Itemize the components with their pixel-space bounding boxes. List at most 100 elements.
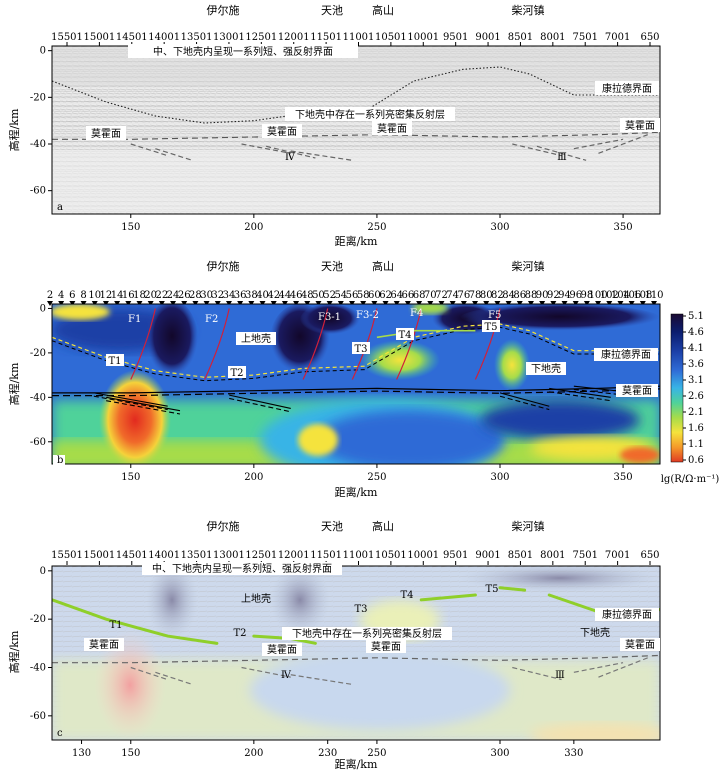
place-label: 柴河镇 [512, 519, 545, 533]
label-box [526, 362, 566, 375]
cdp-label: 7001 [605, 32, 630, 43]
reflector-line [52, 598, 219, 645]
annotation-moho: 莫霍面 [625, 120, 655, 132]
reflector-segment [229, 394, 291, 409]
station-label: 64 [390, 290, 403, 301]
station-label: 26 [178, 290, 191, 301]
fault-line [474, 308, 501, 380]
label-box [84, 638, 124, 651]
roman-numeral-iv: Ⅳ [281, 670, 292, 681]
reflector-label: T1 [108, 356, 121, 367]
annotation-top-note: 中、下地壳内呈现一系列短、强反射界面 [153, 45, 333, 58]
cdp-tick-labels-a: 15501 15001 14501 14001 13501 13001 12501 12001… [51, 32, 660, 46]
station-label: 80 [480, 290, 493, 301]
station-label: 76 [457, 290, 470, 301]
label-box [262, 643, 302, 656]
reflector-segment [512, 143, 562, 157]
cdp-label: 14001 [148, 550, 180, 561]
colorbar-tick-label: 4.6 [688, 327, 704, 338]
cdp-label: 10001 [407, 550, 439, 561]
reflector-label: T3 [354, 604, 367, 615]
place-label: 天池 [321, 260, 343, 273]
place-label: 伊尔施 [207, 4, 240, 17]
panel-tag-b: b [57, 455, 63, 466]
reflector-segment [241, 143, 291, 154]
station-label: 18 [133, 290, 146, 301]
x-tick-label: 300 [490, 222, 509, 233]
cdp-label: 8501 [508, 550, 533, 561]
place-label: 天池 [321, 4, 343, 17]
station-label: 100 [589, 290, 608, 301]
y-tick-label: -40 [30, 392, 46, 403]
y-axis-b: 0 -20 -40 -60 [30, 303, 52, 448]
y-tick-label: -20 [30, 348, 46, 359]
x-tick-label: 350 [614, 222, 633, 233]
reflector-label: T4 [400, 590, 413, 601]
station-label: 16 [122, 290, 135, 301]
annotation-moho: 莫霍面 [377, 123, 407, 135]
cdp-label: 13501 [181, 550, 213, 561]
y-tick-label: -40 [30, 663, 46, 674]
reflector-segment [106, 400, 181, 415]
colorbar-tick-label: 2.6 [688, 391, 704, 402]
station-label: 4 [58, 290, 64, 301]
cdp-label: 13001 [213, 32, 245, 43]
reflector-label: T2 [233, 628, 246, 639]
place-label: 高山 [372, 3, 394, 17]
x-tick-label: 350 [614, 472, 633, 483]
reflector-label: T5 [485, 584, 498, 595]
station-label: 50 [312, 290, 325, 301]
cdp-label: 7501 [572, 550, 597, 561]
x-axis-c: 130 150 200 230 250 300 330 [72, 740, 583, 759]
station-label: 14 [111, 290, 124, 301]
cdp-label: 11501 [310, 32, 342, 43]
reflector-segment [499, 395, 550, 411]
fault-line [204, 308, 230, 380]
reflector-segment [549, 387, 611, 398]
label-box [482, 320, 500, 332]
reflector-segment [130, 666, 168, 681]
cdp-label: 8501 [508, 32, 533, 43]
station-label: 66 [402, 290, 415, 301]
cdp-tick-labels-c: 15501 15001 14501 14001 13501 13001 12501 12001… [51, 550, 660, 565]
x-axis-label-a: 距离/km [335, 234, 378, 248]
y-tick-label: -40 [30, 139, 46, 150]
station-label: 88 [525, 290, 538, 301]
place-label: 高山 [372, 259, 394, 273]
station-label: 42 [267, 290, 280, 301]
station-label: 106 [622, 290, 641, 301]
place-label: 柴河镇 [512, 259, 545, 273]
station-label: 82 [491, 290, 504, 301]
cdp-label: 12001 [278, 32, 310, 43]
cdp-label: 9001 [475, 550, 500, 561]
colorbar-tick-label: 2.1 [688, 407, 704, 418]
annotation-lower-crust-note: 下地壳中存在一系列亮密集反射层 [295, 108, 445, 121]
panel-b: 伊尔施 天池 高山 柴河镇 2 4 6 8 1012141618202224262830… [7, 259, 719, 499]
y-tick-label: 0 [40, 566, 46, 577]
station-label: 72 [435, 290, 448, 301]
label-box [53, 455, 65, 465]
moho-line [52, 388, 660, 397]
station-label: 92 [547, 290, 560, 301]
panel-c: 伊尔施 天池 高山 柴河镇 15501 15001 14501 14001 13501 1… [7, 519, 661, 771]
roman-numeral-iii: Ⅲ [557, 152, 567, 163]
label-box [282, 627, 452, 640]
colorbar-tick-label: 3.1 [688, 375, 704, 386]
colorbar-label: lg(R/Ω·m⁻¹) [661, 474, 719, 485]
label-box [228, 366, 246, 378]
label-box [595, 608, 659, 621]
station-label: 78 [469, 290, 482, 301]
overlay-section-c [52, 566, 660, 740]
y-tick-label: -20 [30, 92, 46, 103]
cdp-label: 12001 [278, 550, 310, 561]
y-axis-label-b: 高程/km [7, 362, 21, 405]
y-tick-label: -60 [30, 711, 46, 722]
station-label: 22 [155, 290, 168, 301]
fault-label: F4 [410, 308, 423, 319]
label-box [285, 107, 455, 121]
station-label: 84 [502, 290, 515, 301]
reflector-segment [241, 666, 291, 678]
label-box [396, 328, 414, 340]
reflector-segment [499, 392, 550, 407]
